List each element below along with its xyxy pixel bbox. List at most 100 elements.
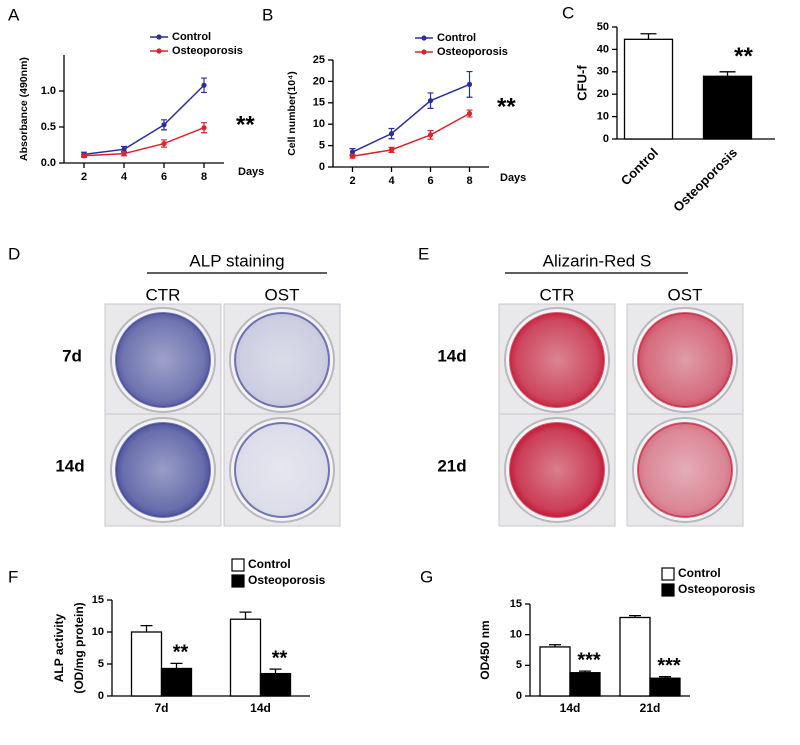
y-tick-label: 40 [597,43,609,55]
legend-marker [421,49,427,55]
x-tick-label: 6 [161,171,167,183]
column-label: CTR [146,285,181,304]
plate-stain [234,312,330,408]
point [201,82,207,88]
y-tick-label: 0 [603,133,609,145]
annotation: ** [272,647,288,669]
point [427,132,434,138]
bar [619,616,651,697]
y-tick-label: 0 [319,161,325,173]
y-tick-label: 0.5 [41,121,56,133]
legend-label: Control [678,566,721,580]
error-bar [640,33,657,40]
x-tick-label: 7d [154,701,168,715]
y-tick-label: 10 [92,626,104,638]
panel-label: G [420,567,433,586]
x-tick-label: 2 [349,175,355,187]
point [121,146,127,152]
legend-label: Osteoporosis [172,45,243,57]
bar [539,646,571,697]
column-label: OST [668,285,703,304]
point [121,151,127,157]
bar [229,618,262,697]
x-tick-label: 21d [640,701,661,715]
series-line [352,83,470,153]
legend-marker [156,48,162,54]
y-tick-label: 15 [92,594,104,606]
y-axis-label: OD450 nm [478,620,492,679]
error-bar [140,624,153,632]
series-line [352,112,470,158]
point [427,98,434,104]
x-tick-label: 4 [388,175,395,187]
error-bar [719,71,736,77]
y-tick-label: 5 [319,140,325,152]
x-tick-label: 14d [250,701,271,715]
series-line [83,127,205,157]
y-tick-label: 0 [98,690,104,702]
bar [259,672,292,697]
legend-swatch [661,567,675,581]
legend-label: Control [172,31,211,43]
legend-swatch [231,558,245,572]
point [349,149,356,155]
legend-label: Osteoporosis [248,573,326,587]
plate-stain [234,422,330,518]
plate-stain [115,422,211,518]
bar [623,38,674,140]
y-tick-label: 0 [516,690,522,702]
y-tick-label: 5 [516,659,522,671]
point [201,125,207,131]
error-bar [269,668,282,674]
legend-swatch [661,583,675,597]
error-bar [549,644,561,647]
row-label: 21d [437,456,466,475]
y-tick-label: 25 [313,54,325,66]
point [81,153,87,159]
plate-stain [509,312,605,408]
x-tick-label: 4 [121,171,128,183]
annotation: ** [734,43,753,70]
error-bar [659,676,671,679]
legend-label: Osteoporosis [437,46,508,58]
panel-label: A [8,5,20,24]
x-tick-label: 6 [427,175,433,187]
annotation: ** [173,642,189,664]
y-tick-label: 1.0 [41,85,56,97]
annotation: ** [236,111,255,138]
legend-marker [156,34,162,40]
x-tick-label: Osteoporosis [670,145,740,215]
error-bar [629,615,641,618]
plate-stain [115,312,211,408]
legend-label: Control [437,32,476,44]
point [161,140,167,147]
point [161,122,167,128]
panel-title: Alizarin-Red S [543,251,652,270]
column-label: OST [265,285,300,304]
plate-stain [637,312,733,408]
y-tick-label: 20 [597,88,609,100]
bar [702,75,753,140]
bar [130,631,163,697]
annotation: *** [657,655,681,677]
legend-marker [421,35,427,41]
row-label: 7d [62,346,82,365]
annotation: ** [497,93,516,120]
error-bar [170,662,183,669]
column-label: CTR [540,285,575,304]
x-tick-label: 8 [466,175,472,187]
y-tick-label: 15 [313,97,325,109]
y-tick-label: 15 [510,598,522,610]
legend-label: Osteoporosis [678,582,756,596]
plate-stain [509,422,605,518]
row-label: 14d [55,456,84,475]
point [388,147,395,153]
y-axis-label: CFU-f [574,65,589,101]
y-tick-label: 10 [510,629,522,641]
x-tick-label: 2 [81,171,87,183]
y-tick-label: 10 [597,111,609,123]
error-bar [239,611,252,620]
panel-label: D [8,244,20,263]
panel-label: E [418,244,429,263]
